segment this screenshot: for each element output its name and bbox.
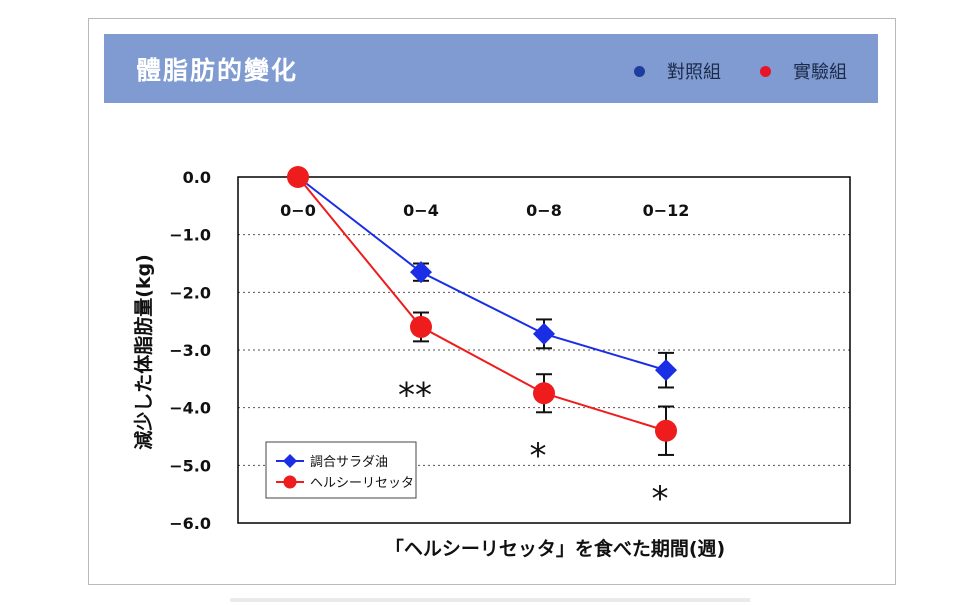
x-category-label: 0−12 xyxy=(643,201,690,220)
data-point-diamond xyxy=(533,322,555,345)
x-category-label: 0−4 xyxy=(403,201,439,220)
significance-mark: * xyxy=(652,479,669,519)
chart-title: 體脂肪的變化 xyxy=(136,56,299,85)
legend-box xyxy=(265,441,417,499)
footer-shadow xyxy=(230,598,750,602)
series-line xyxy=(297,176,667,372)
data-point-circle xyxy=(655,419,677,442)
data-point-diamond xyxy=(655,359,677,382)
slide-frame xyxy=(88,18,896,585)
plot-area-border xyxy=(237,176,851,524)
x-category-label: 0−0 xyxy=(280,201,316,220)
data-point-circle xyxy=(287,166,309,188)
chart-legend: 調合サラダ油 ヘルシーリセッタ xyxy=(265,441,417,499)
y-tick-label: 0.0 xyxy=(183,168,211,187)
grid-lines xyxy=(238,234,850,466)
y-tick-label: −3.0 xyxy=(169,341,211,360)
legend-experiment: 實驗組 xyxy=(760,58,847,84)
series-line xyxy=(297,176,667,432)
series-group xyxy=(287,166,677,456)
x-category-label: 0−8 xyxy=(526,201,562,220)
legend-circle-icon xyxy=(283,475,297,489)
y-tick-labels: 0.0 −1.0 −2.0 −3.0 −4.0 −5.0 −6.0 xyxy=(169,168,211,533)
significance-mark: * xyxy=(530,436,547,476)
y-tick-label: −5.0 xyxy=(169,456,211,475)
title-banner: 體脂肪的變化 對照組 實驗組 xyxy=(104,34,878,103)
x-category-labels: 0−0 0−4 0−8 0−12 xyxy=(280,201,689,220)
x-axis-label: 「ヘルシーリセッタ」を食べた期間(週) xyxy=(385,537,725,560)
y-tick-label: −4.0 xyxy=(169,399,211,418)
legend-control-label: 對照組 xyxy=(667,62,721,83)
legend-control: 對照組 xyxy=(634,58,721,84)
data-point-circle xyxy=(410,315,432,338)
control-dot-icon xyxy=(634,65,645,77)
y-tick-label: −2.0 xyxy=(169,283,211,302)
data-point-diamond xyxy=(410,261,432,284)
legend-label-control: 調合サラダ油 xyxy=(310,455,388,470)
data-point-circle xyxy=(533,382,555,405)
legend-experiment-label: 實驗組 xyxy=(793,62,847,83)
y-tick-label: −1.0 xyxy=(169,226,211,245)
significance-marks: **** xyxy=(398,375,669,519)
y-axis-label: 減少した体脂肪量(kg) xyxy=(132,254,155,450)
legend-label-experiment: ヘルシーリセッタ xyxy=(310,476,414,491)
y-tick-label: −6.0 xyxy=(169,514,211,533)
experiment-dot-icon xyxy=(760,65,771,77)
significance-mark: ** xyxy=(398,375,432,415)
legend-diamond-icon xyxy=(283,454,297,468)
